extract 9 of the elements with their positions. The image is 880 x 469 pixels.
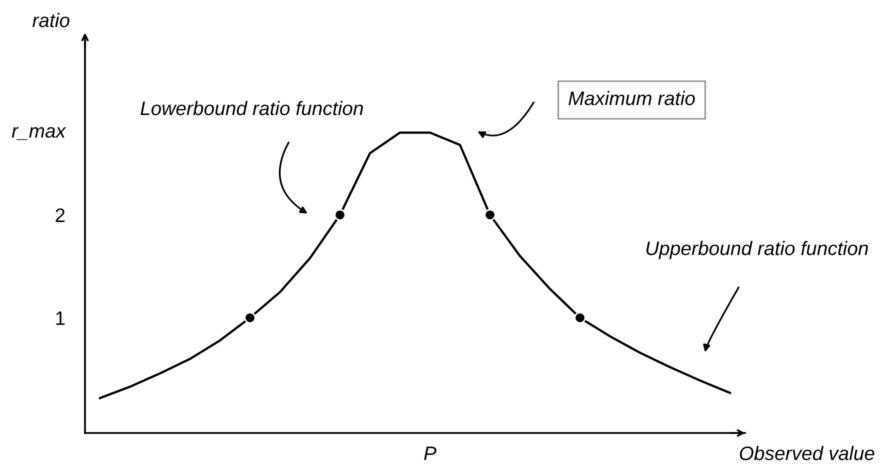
text: P [424,446,436,460]
x-axis-title: Observed value [740,446,874,460]
annotation: Lowerbound ratio function [140,100,363,116]
y-tick-label: 1 [56,311,65,325]
y-tick-label: 2 [56,208,65,222]
annotation: Maximum ratio [568,90,695,106]
y-axis-title: ratio [32,12,70,28]
y-tick-label: r_max [12,127,66,140]
annotation: Upperbound ratio function [646,240,868,260]
